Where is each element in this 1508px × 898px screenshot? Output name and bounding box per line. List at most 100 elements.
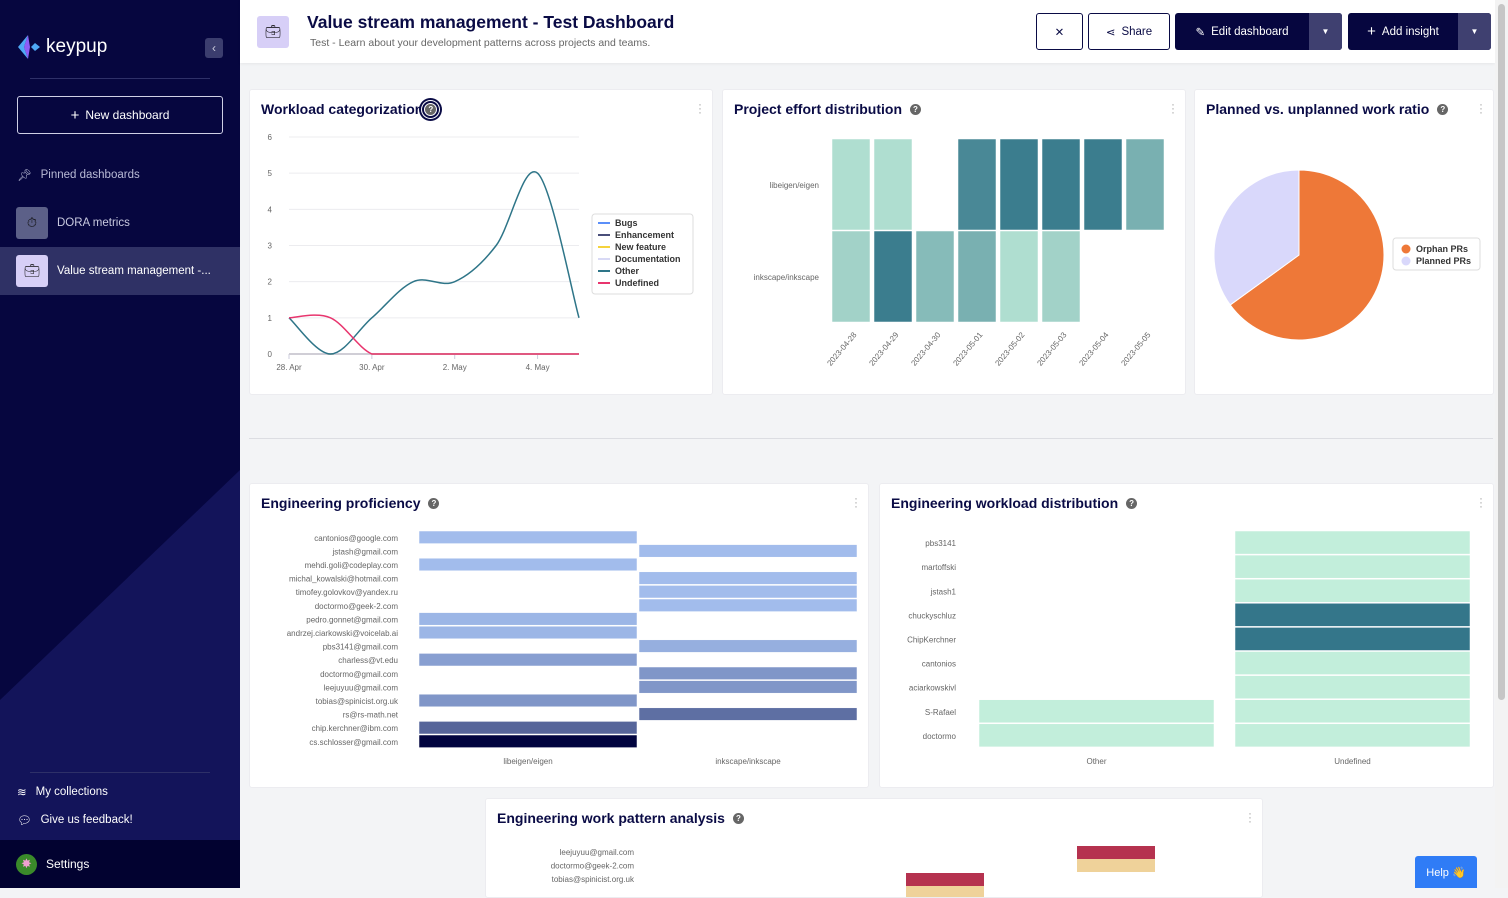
chart-svg: Orphan PRs Planned PRs: [1213, 169, 1481, 341]
heatmap-cell: [1234, 699, 1471, 724]
scrollbar-thumb[interactable]: [1498, 4, 1505, 700]
row-label: doctormo@geek-2.com: [551, 862, 635, 871]
new-dashboard-label: New dashboard: [85, 108, 170, 122]
chart-svg: libeigen/eigen inkscape/inkscape 2023-04-2…: [754, 138, 1165, 368]
kebab-menu-icon[interactable]: · · ·: [854, 491, 858, 513]
heatmap-cell: [915, 230, 955, 323]
row-label: andrzej.ciarkowski@voicelab.ai: [287, 629, 399, 638]
pie-slice-orphan-prs: [1229, 169, 1385, 341]
kebab-menu-icon[interactable]: · · ·: [1248, 806, 1252, 828]
chevron-left-icon: ‹: [212, 41, 216, 55]
legend-swatch: [1401, 244, 1411, 254]
heatmap-cell: [638, 544, 858, 558]
edit-label: Edit dashboard: [1211, 25, 1289, 38]
divider: [30, 78, 210, 79]
settings-button[interactable]: ✸ Settings: [0, 840, 240, 888]
keypup-logo[interactable]: keypup: [16, 33, 107, 61]
row-label: chip.kerchner@ibm.com: [312, 724, 399, 733]
edit-dashboard-button[interactable]: ✎ Edit dashboard ▼: [1175, 13, 1342, 50]
legend-label: Planned PRs: [1416, 256, 1471, 266]
sidebar-item-value-stream[interactable]: 💼︎ Value stream management -...: [0, 247, 240, 295]
scrollbar[interactable]: [1495, 0, 1508, 888]
x-tick-label: 2. May: [443, 363, 467, 372]
sidebar-item-dora-metrics[interactable]: ⏱ DORA metrics: [0, 199, 240, 247]
y-tick-label: 0: [268, 350, 273, 359]
bar-segment: [906, 873, 984, 886]
chart-svg: cantonios@google.com jstash@gmail.com mehd…: [287, 530, 858, 766]
kebab-menu-icon[interactable]: · · ·: [698, 97, 702, 119]
heatmap-cell: [957, 230, 997, 323]
heatmap-cell: [957, 138, 997, 231]
collapse-sidebar-button[interactable]: ‹: [205, 38, 223, 58]
help-icon[interactable]: ?: [422, 100, 440, 118]
caret-down-icon: ▼: [1470, 27, 1479, 36]
help-label: Help 👋: [1426, 866, 1466, 879]
row-label: mehdi.goli@codeplay.com: [305, 561, 399, 570]
plus-icon: +: [70, 106, 80, 124]
heatmap-cell: [1234, 603, 1471, 627]
heatmap-cell: [418, 557, 638, 572]
legend-box: [1392, 237, 1481, 271]
legend-label: Enhancement: [615, 230, 674, 240]
chart-svg: pbs3141 martoffski jstash1 chuckyschluz Chip…: [907, 530, 1471, 766]
heatmap-cell: [638, 680, 858, 694]
feedback-label: Give us feedback!: [40, 814, 133, 826]
heatmap-cell: [1234, 675, 1471, 699]
heatmap-cell: [418, 530, 638, 544]
pinned-label: Pinned dashboards: [40, 169, 140, 181]
kebab-menu-icon[interactable]: · · ·: [1479, 97, 1483, 119]
heatmap-cell: [999, 230, 1039, 323]
heatmap-cell: [638, 707, 858, 721]
help-button[interactable]: Help 👋: [1415, 856, 1477, 888]
help-icon[interactable]: ?: [1437, 103, 1449, 115]
card-title-text: Engineering workload distribution: [891, 495, 1119, 511]
row-label: charless@vt.edu: [338, 656, 398, 665]
help-icon[interactable]: ?: [428, 497, 440, 509]
settings-label: Settings: [46, 857, 90, 871]
unpin-button[interactable]: ✕: [1036, 13, 1083, 50]
heatmap-cell: [1234, 627, 1471, 651]
x-tick-label: 4. May: [526, 363, 550, 372]
legend-swatch: [1401, 256, 1411, 266]
row-label: pbs3141: [925, 539, 956, 548]
help-icon[interactable]: ?: [732, 812, 744, 824]
y-tick-label: 1: [268, 314, 273, 323]
layers-icon: ≋: [17, 787, 27, 799]
sidebar: keypup ‹ + New dashboard 📌︎ Pinned dashboa…: [0, 0, 240, 888]
row-label: cantonios: [922, 660, 956, 669]
heatmap-cell: [418, 653, 638, 667]
row-label: tobias@spinicist.org.uk: [552, 875, 635, 884]
feedback-link[interactable]: 💬︎ Give us feedback!: [17, 813, 133, 827]
card-title-text: Planned vs. unplanned work ratio: [1206, 101, 1430, 117]
caret-down-icon: ▼: [1321, 27, 1330, 36]
row-label: leejuyuu@gmail.com: [324, 683, 399, 692]
row-label: pedro.gonnet@gmail.com: [306, 615, 398, 624]
heatmap-cell: [978, 699, 1215, 724]
heatmap-cell: [418, 734, 638, 748]
x-tick-label: 28. Apr: [276, 363, 302, 372]
sidebar-item-label: DORA metrics: [57, 217, 130, 229]
logo-text: keypup: [46, 36, 108, 57]
help-icon[interactable]: ?: [1126, 497, 1138, 509]
page-subtitle: Test - Learn about your development patt…: [310, 37, 651, 49]
heatmap-cell: [1234, 723, 1471, 748]
edit-dropdown-toggle[interactable]: ▼: [1309, 13, 1342, 50]
new-dashboard-button[interactable]: + New dashboard: [17, 96, 223, 134]
heatmap-cell: [1041, 138, 1081, 231]
help-icon[interactable]: ?: [910, 103, 921, 115]
share-button[interactable]: ⋖ Share: [1088, 13, 1170, 50]
row-label: ChipKerchner: [907, 635, 956, 644]
heatmap-cell: [1234, 651, 1471, 675]
my-collections-link[interactable]: ≋ My collections: [17, 785, 108, 799]
kebab-menu-icon[interactable]: · · ·: [1171, 97, 1175, 119]
heatmap-cell: [1125, 138, 1165, 231]
add-insight-button[interactable]: + Add insight ▼: [1348, 13, 1491, 50]
row-label: pbs3141@gmail.com: [323, 643, 399, 652]
add-insight-label: Add insight: [1381, 25, 1439, 38]
kebab-menu-icon[interactable]: · · ·: [1479, 491, 1483, 513]
row-label: chuckyschluz: [908, 611, 956, 620]
add-insight-dropdown-toggle[interactable]: ▼: [1458, 13, 1491, 50]
column-label: libeigen/eigen: [503, 757, 552, 766]
heatmap-cell: [978, 723, 1215, 748]
row-label: tobias@spinicist.org.uk: [316, 697, 399, 706]
